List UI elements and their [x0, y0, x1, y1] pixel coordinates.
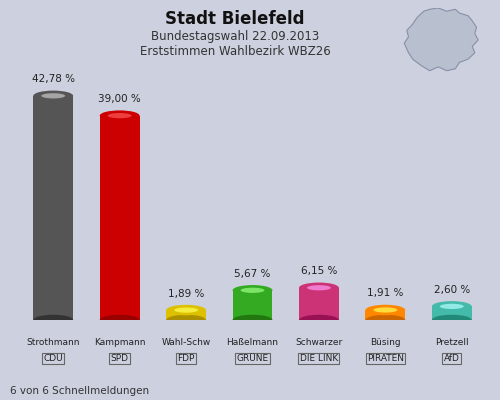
Polygon shape	[404, 8, 478, 71]
Text: Strothmann: Strothmann	[26, 338, 80, 347]
Ellipse shape	[34, 315, 73, 325]
Bar	[232, 290, 272, 320]
Ellipse shape	[232, 315, 272, 325]
Text: 6 von 6 Schnellmeldungen: 6 von 6 Schnellmeldungen	[10, 386, 149, 396]
Ellipse shape	[232, 285, 272, 296]
Text: Erststimmen Wahlbezirk WBZ26: Erststimmen Wahlbezirk WBZ26	[140, 45, 330, 58]
Text: FDP: FDP	[178, 354, 195, 363]
Text: Haßelmann: Haßelmann	[226, 338, 278, 347]
Ellipse shape	[240, 288, 264, 293]
Text: Büsing: Büsing	[370, 338, 400, 347]
Ellipse shape	[108, 113, 132, 118]
Ellipse shape	[307, 285, 331, 290]
Text: DIE LINK: DIE LINK	[300, 354, 338, 363]
Ellipse shape	[166, 305, 206, 315]
Ellipse shape	[174, 308, 198, 313]
Ellipse shape	[34, 90, 73, 101]
Text: AfD: AfD	[444, 354, 460, 363]
Ellipse shape	[42, 93, 65, 98]
Text: Kampmann: Kampmann	[94, 338, 146, 347]
Text: PIRATEN: PIRATEN	[367, 354, 404, 363]
Ellipse shape	[299, 282, 339, 293]
Text: CDU: CDU	[44, 354, 63, 363]
Ellipse shape	[166, 315, 206, 325]
Text: 6,15 %: 6,15 %	[300, 266, 337, 276]
Ellipse shape	[432, 315, 472, 325]
Ellipse shape	[100, 110, 140, 121]
Ellipse shape	[366, 305, 406, 315]
Text: Schwarzer: Schwarzer	[296, 338, 343, 347]
Text: SPD: SPD	[110, 354, 128, 363]
Ellipse shape	[440, 304, 464, 309]
Bar	[34, 96, 73, 320]
Bar	[432, 306, 472, 320]
Text: 5,67 %: 5,67 %	[234, 269, 270, 279]
Text: 39,00 %: 39,00 %	[98, 94, 141, 104]
Bar	[166, 310, 206, 320]
Text: GRÜNE: GRÜNE	[236, 354, 268, 363]
Ellipse shape	[100, 315, 140, 325]
Bar	[299, 288, 339, 320]
Text: 1,89 %: 1,89 %	[168, 288, 204, 298]
Text: Bundestagswahl 22.09.2013: Bundestagswahl 22.09.2013	[151, 30, 319, 43]
Bar	[366, 310, 406, 320]
Ellipse shape	[299, 315, 339, 325]
Bar	[100, 116, 140, 320]
Ellipse shape	[432, 301, 472, 312]
Ellipse shape	[374, 307, 398, 313]
Text: 2,60 %: 2,60 %	[434, 285, 470, 295]
Text: Wahl-Schw: Wahl-Schw	[162, 338, 210, 347]
Ellipse shape	[366, 315, 406, 325]
Text: 42,78 %: 42,78 %	[32, 74, 74, 84]
Text: Pretzell: Pretzell	[435, 338, 468, 347]
Text: 1,91 %: 1,91 %	[367, 288, 404, 298]
Text: Stadt Bielefeld: Stadt Bielefeld	[165, 10, 305, 28]
